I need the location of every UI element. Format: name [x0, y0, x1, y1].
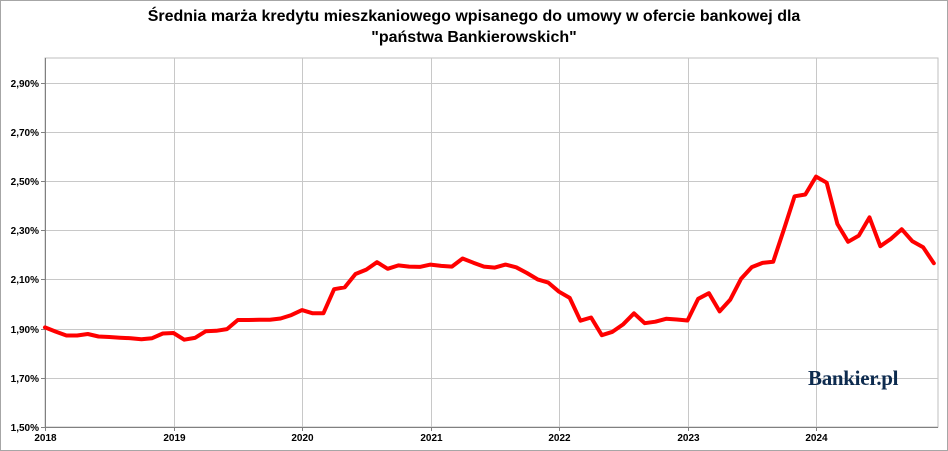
brand-suffix: .pl — [876, 366, 899, 390]
y-tick-label: 2,50% — [11, 177, 39, 188]
x-tick-label: 2020 — [291, 433, 314, 444]
series-line — [43, 174, 936, 342]
x-tick-label: 2022 — [548, 433, 571, 444]
brand-name: Bankier — [808, 366, 877, 390]
bankier-logo: Bankier.pl — [808, 366, 899, 391]
chart-title: Średnia marża kredytu mieszkaniowego wpi… — [0, 6, 948, 48]
x-tick-label: 2023 — [677, 433, 700, 444]
y-tick-label: 1,50% — [11, 423, 39, 434]
chart-title-line-1: Średnia marża kredytu mieszkaniowego wpi… — [147, 8, 801, 25]
series-layer — [43, 174, 936, 342]
y-tick-label: 2,90% — [11, 79, 39, 90]
plot-area — [44, 57, 939, 428]
y-tick-label: 2,70% — [11, 128, 39, 139]
grid — [44, 57, 939, 428]
y-tick-label: 1,90% — [11, 325, 39, 336]
axes: 1,50% 1,70% 1,90% 2,10% 2,30% 2,50% 2,70% 2,90%… — [11, 58, 938, 444]
x-tick-label: 2019 — [163, 433, 186, 444]
x-tick-label: 2024 — [805, 433, 828, 444]
y-tick-label: 2,30% — [11, 226, 39, 237]
y-tick-label: 2,10% — [11, 275, 39, 286]
y-tick-label: 1,70% — [11, 374, 39, 385]
chart-title-line-2: "państwa Bankierowskich" — [371, 29, 577, 46]
x-tick-label: 2018 — [34, 433, 57, 444]
x-tick-label: 2021 — [420, 433, 443, 444]
